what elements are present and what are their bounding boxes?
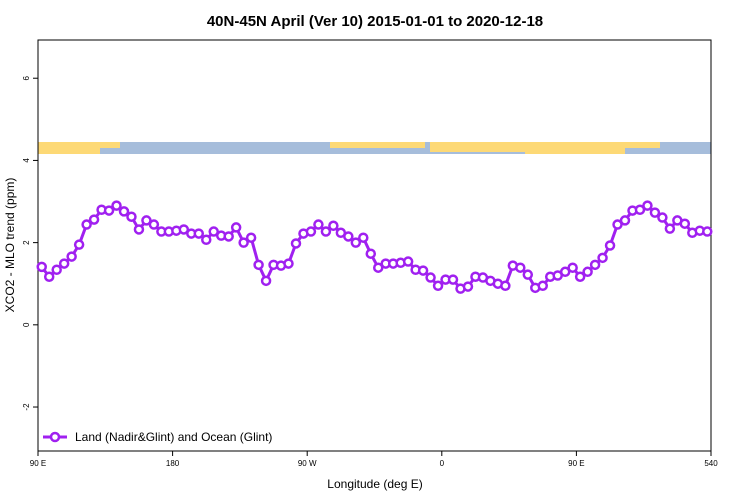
data-point <box>111 200 122 211</box>
data-point <box>664 223 676 234</box>
data-point <box>313 219 324 230</box>
land-ocean-strip <box>38 142 711 154</box>
data-point <box>133 224 145 235</box>
data-point <box>612 219 623 230</box>
data-point <box>634 204 646 215</box>
data-point <box>201 234 212 245</box>
x-tick-label: 180 <box>166 459 180 468</box>
data-point <box>253 259 264 271</box>
data-point <box>432 280 444 292</box>
land-band <box>38 142 100 154</box>
data-point <box>597 252 608 264</box>
data-point <box>238 237 249 248</box>
data-point <box>36 261 47 273</box>
data-point <box>679 218 691 229</box>
x-axis-label: Longitude (deg E) <box>327 477 422 491</box>
data-point <box>559 266 571 278</box>
data-point <box>702 226 713 237</box>
data-point <box>522 269 534 280</box>
data-point <box>260 275 272 287</box>
y-tick-label: -2 <box>22 403 31 411</box>
data-point <box>290 238 302 249</box>
data-point <box>657 212 668 223</box>
data-point <box>208 226 219 237</box>
data-point <box>328 220 339 232</box>
data-point <box>365 248 377 259</box>
data-point <box>141 215 152 226</box>
data-point <box>58 258 70 269</box>
data-point <box>81 219 92 230</box>
data-point <box>230 222 242 233</box>
y-axis-label: XCO2 - MLO trend (ppm) <box>3 178 17 313</box>
data-point <box>642 200 653 211</box>
data-point <box>66 251 77 262</box>
data-point <box>515 262 526 273</box>
land-band <box>430 142 525 152</box>
legend-marker <box>49 431 61 443</box>
data-point <box>604 240 616 251</box>
land-band <box>525 142 625 154</box>
data-point <box>417 265 429 276</box>
data-point <box>582 266 593 278</box>
data-point <box>305 226 317 237</box>
data-point <box>245 232 257 243</box>
land-band <box>625 142 660 148</box>
y-tick-label: 0 <box>22 322 31 327</box>
y-tick-label: 2 <box>22 240 31 245</box>
data-point <box>350 237 362 248</box>
y-tick-label: 4 <box>22 158 31 163</box>
data-point <box>193 228 205 239</box>
data-point <box>88 214 100 225</box>
x-tick-label: 90 W <box>298 459 317 468</box>
data-point <box>500 280 511 292</box>
x-tick-label: 90 E <box>568 459 584 468</box>
data-point <box>589 259 601 271</box>
data-point <box>223 231 234 242</box>
data-point <box>619 215 631 226</box>
y-tick-label: 6 <box>22 75 31 80</box>
data-point <box>358 232 369 243</box>
data-point <box>649 207 661 218</box>
data-point <box>103 205 115 216</box>
land-band <box>100 142 120 148</box>
data-point <box>567 262 578 273</box>
data-point <box>402 256 414 267</box>
data-point <box>73 239 85 250</box>
data-point <box>574 271 586 282</box>
data-point <box>537 280 548 292</box>
land-band <box>330 142 425 148</box>
legend: Land (Nadir&Glint) and Ocean (Glint) <box>43 430 272 444</box>
data-point <box>148 219 160 230</box>
data-point <box>372 262 384 273</box>
x-tick-label: 540 <box>704 459 718 468</box>
data-point <box>118 206 130 217</box>
chart-title: 40N-45N April (Ver 10) 2015-01-01 to 202… <box>207 13 543 30</box>
x-tick-label: 0 <box>440 459 445 468</box>
x-tick-label: 90 E <box>30 459 46 468</box>
data-point <box>462 281 474 292</box>
data-point <box>283 258 294 269</box>
plot-frame <box>37 39 712 452</box>
data-point <box>126 211 137 222</box>
data-point <box>425 272 436 283</box>
data-point <box>178 224 190 235</box>
data-point <box>51 264 62 275</box>
data-point <box>343 231 354 242</box>
data-point <box>320 226 332 237</box>
data-point <box>447 274 459 285</box>
legend-label: Land (Nadir&Glint) and Ocean (Glint) <box>75 430 272 444</box>
data-point <box>43 271 55 282</box>
